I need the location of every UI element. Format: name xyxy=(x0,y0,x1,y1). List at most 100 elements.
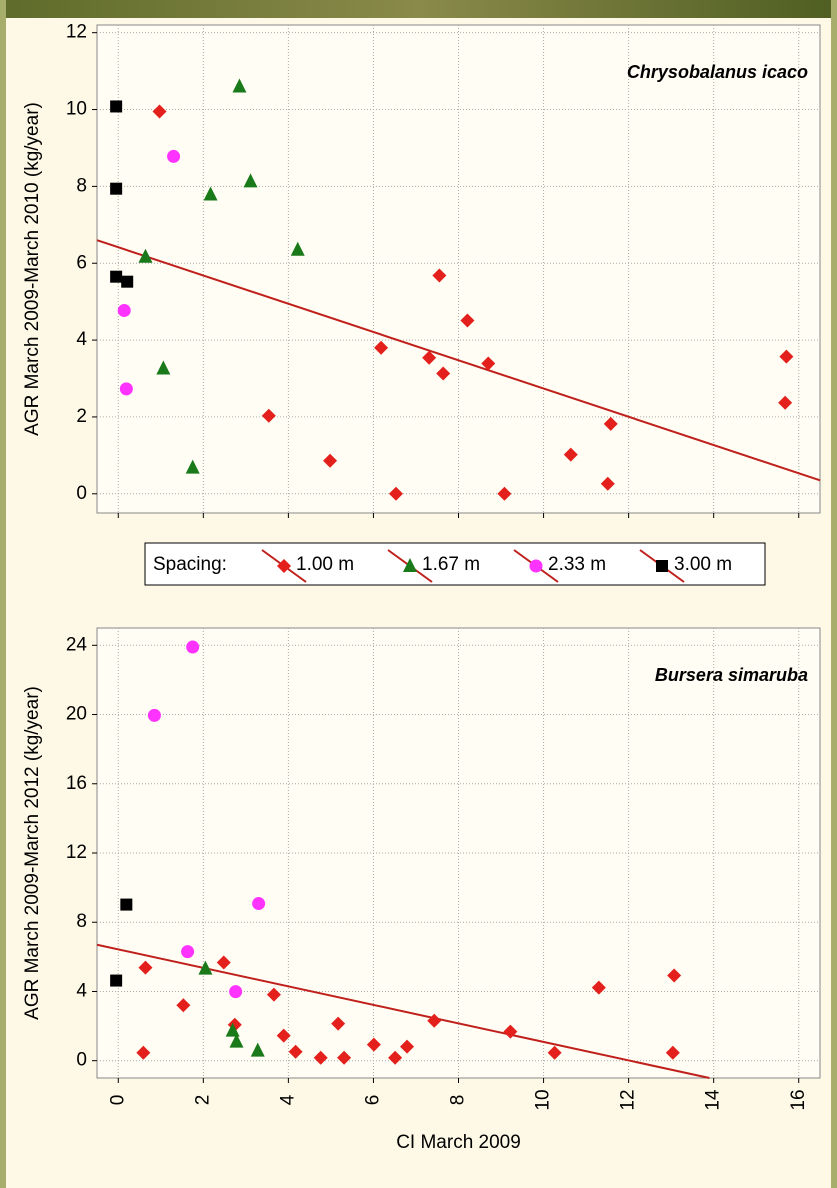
point xyxy=(667,968,682,983)
point xyxy=(120,898,133,911)
panel-title: Bursera simaruba xyxy=(655,665,808,685)
y-tick-label: 10 xyxy=(66,99,87,120)
point xyxy=(422,350,437,365)
x-tick-label: 10 xyxy=(533,1089,554,1110)
point xyxy=(110,100,123,113)
point xyxy=(216,955,231,970)
point xyxy=(460,313,475,328)
point xyxy=(374,340,389,355)
point xyxy=(119,382,133,396)
point xyxy=(388,1050,403,1065)
panel-title: Chrysobalanus icaco xyxy=(627,62,808,82)
point xyxy=(388,486,403,501)
point xyxy=(176,998,191,1013)
legend-marker xyxy=(403,558,417,572)
y-tick-label: 8 xyxy=(76,911,87,932)
point xyxy=(225,1022,240,1037)
point xyxy=(366,1037,381,1052)
x-tick-label: 0 xyxy=(107,1095,128,1106)
point xyxy=(250,1042,265,1057)
point xyxy=(778,395,793,410)
x-tick-label: 8 xyxy=(448,1095,469,1106)
point xyxy=(110,182,123,195)
point xyxy=(497,486,512,501)
left-border xyxy=(0,0,6,1188)
legend-label: 1.67 m xyxy=(422,554,480,575)
x-tick-label: 2 xyxy=(192,1095,213,1106)
photo-strip xyxy=(0,0,837,18)
point xyxy=(665,1045,680,1060)
trend-line xyxy=(96,943,710,1079)
point xyxy=(167,149,181,163)
y-tick-label: 12 xyxy=(66,22,87,43)
legend-title: Spacing: xyxy=(153,554,227,575)
point xyxy=(603,416,618,431)
y-tick-label: 2 xyxy=(76,406,87,427)
y-tick-label: 12 xyxy=(66,842,87,863)
x-tick-label: 16 xyxy=(788,1089,809,1110)
point xyxy=(229,1033,244,1048)
legend-marker xyxy=(529,559,543,573)
point xyxy=(400,1039,415,1054)
point xyxy=(147,708,161,722)
x-tick-label: 14 xyxy=(703,1089,724,1111)
point xyxy=(186,640,200,654)
point xyxy=(138,960,153,975)
point xyxy=(110,270,123,283)
legend-label: 3.00 m xyxy=(674,554,732,575)
point xyxy=(337,1050,352,1065)
y-tick-label: 16 xyxy=(66,773,87,794)
point xyxy=(313,1050,328,1065)
point xyxy=(121,275,134,288)
x-axis-label: CI March 2009 xyxy=(396,1132,521,1153)
trend-line xyxy=(96,239,821,482)
point xyxy=(503,1024,518,1039)
right-border xyxy=(831,0,837,1188)
y-axis-label: AGR March 2009-March 2010 (kg/year) xyxy=(22,102,43,436)
legend-marker xyxy=(277,559,291,573)
point xyxy=(152,104,167,119)
y-tick-label: 6 xyxy=(76,252,87,273)
point xyxy=(203,186,218,201)
point xyxy=(138,248,153,263)
x-tick-label: 6 xyxy=(362,1095,383,1106)
legend-label: 2.33 m xyxy=(548,554,606,575)
point xyxy=(288,1044,303,1059)
y-tick-label: 8 xyxy=(76,175,87,196)
point xyxy=(252,897,266,911)
point xyxy=(779,349,794,364)
point xyxy=(232,78,247,93)
y-tick-label: 24 xyxy=(66,634,88,655)
legend-label: 1.00 m xyxy=(296,554,354,575)
point xyxy=(427,1013,442,1028)
point xyxy=(563,447,578,462)
point xyxy=(600,476,615,491)
point xyxy=(331,1016,346,1031)
y-axis-label: AGR March 2009-March 2012 (kg/year) xyxy=(22,686,43,1020)
point xyxy=(181,945,195,959)
x-tick-label: 12 xyxy=(618,1089,639,1110)
y-tick-label: 4 xyxy=(76,329,87,350)
y-tick-label: 4 xyxy=(76,980,87,1001)
point xyxy=(547,1045,562,1060)
point xyxy=(290,241,305,256)
point xyxy=(110,974,123,987)
y-tick-label: 0 xyxy=(76,1050,87,1071)
point xyxy=(156,360,171,375)
point xyxy=(243,173,258,188)
point xyxy=(117,303,131,317)
x-tick-label: 4 xyxy=(277,1094,298,1105)
legend-marker xyxy=(656,560,668,572)
point xyxy=(276,1028,291,1043)
point xyxy=(185,459,200,474)
point xyxy=(198,960,213,975)
point xyxy=(432,268,447,283)
point xyxy=(261,408,276,423)
point xyxy=(323,453,338,468)
point xyxy=(436,366,451,381)
point xyxy=(136,1045,151,1060)
point xyxy=(229,985,243,999)
